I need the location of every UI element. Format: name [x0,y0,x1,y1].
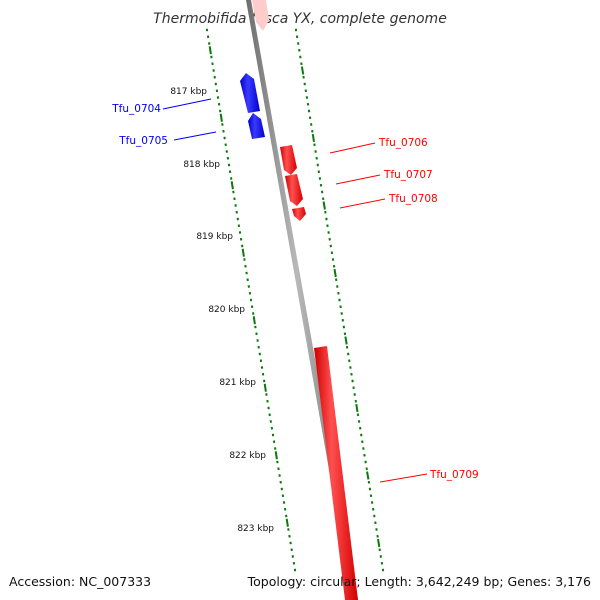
ruler-ticks-outer [294,28,385,572]
leader-line-tfu-0704 [162,98,212,110]
gene-label-tfu-0708[interactable]: Tfu_0708 [388,193,438,205]
ruler-label-821: 821 kbp [219,378,256,388]
ruler-tick-major [241,248,245,257]
ruler-tick-major [285,518,289,527]
accession-text: Accession: NC_007333 [9,574,151,589]
ruler-label-818: 818 kbp [183,160,220,170]
gene-arrow-tfu-0707[interactable] [285,174,303,206]
gene-arrow-tfu-0704[interactable] [240,73,260,113]
gene-label-tfu-0707[interactable]: Tfu_0707 [383,169,433,181]
gene-arrow-tfu-0706[interactable] [280,145,297,175]
gene-label-tfu-0705[interactable]: Tfu_0705 [118,135,168,147]
map-title: Thermobifida fusca YX, complete genome [153,11,447,27]
leader-line-tfu-0707 [335,174,381,185]
leader-line-tfu-0705 [173,131,217,141]
ruler-tick-major [219,113,223,122]
ruler-tick-major [274,451,278,460]
genome-summary-text: Topology: circular; Length: 3,642,249 bp… [247,574,591,589]
ruler-tick-major [208,46,212,55]
gene-label-tfu-0709[interactable]: Tfu_0709 [429,469,479,481]
ruler-tick-major [355,403,359,413]
ruler-ticks-inner [205,28,297,572]
ruler-tick-major [344,336,348,345]
ruler-tick-major [377,538,381,548]
gene-arrow-tfu-0709[interactable] [314,346,358,600]
ruler-label-822: 822 kbp [229,451,266,461]
gene-label-tfu-0706[interactable]: Tfu_0706 [378,137,428,149]
ruler-label-817: 817 kbp [170,87,207,97]
gene-arrow-tfu-0708[interactable] [292,207,306,221]
ruler-tick-major [333,268,337,278]
ruler-label-819: 819 kbp [196,232,233,242]
ruler-label-820: 820 kbp [208,305,245,315]
ruler-label-823: 823 kbp [237,524,274,534]
ruler-tick-major [230,181,234,190]
gene-arrow-tfu-0705[interactable] [248,113,265,139]
leader-line-tfu-0706 [329,142,376,154]
gene-label-tfu-0704[interactable]: Tfu_0704 [111,103,161,115]
gene-arrow-partial [252,0,269,31]
ruler-tick-major [263,383,267,392]
ruler-tick-major [322,201,326,210]
ruler-tick-major [252,316,256,325]
leader-line-tfu-0708 [339,198,386,209]
ruler-tick-major [300,66,305,75]
ruler-tick-major [311,133,315,143]
ruler-tick-major [366,471,370,480]
leader-line-tfu-0709 [379,473,428,483]
